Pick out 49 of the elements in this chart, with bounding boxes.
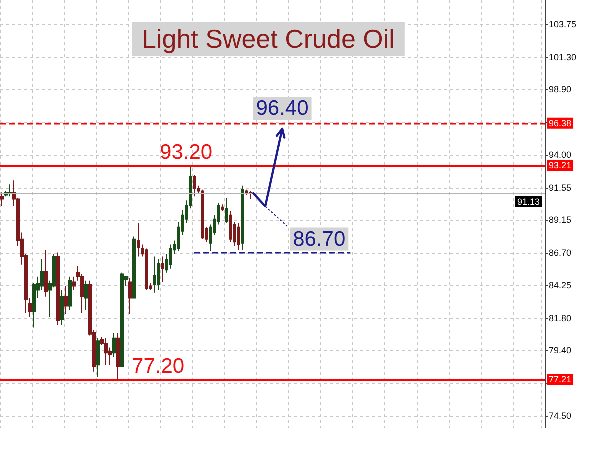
candlestick bbox=[193, 174, 196, 198]
annotation: 96.40 bbox=[256, 97, 309, 120]
candlestick bbox=[96, 338, 100, 378]
candlestick bbox=[128, 278, 132, 315]
candlestick bbox=[60, 290, 64, 326]
y-tick-label: 91.55 bbox=[549, 182, 572, 193]
text: Light Sweet Crude Oil bbox=[142, 24, 395, 54]
y-tick-label: 74.50 bbox=[549, 410, 572, 421]
ref-line-label: 86.70 bbox=[293, 228, 346, 251]
y-tick-label: 86.70 bbox=[549, 248, 572, 258]
candlestick bbox=[145, 248, 148, 291]
candlestick bbox=[137, 222, 140, 258]
candlestick bbox=[153, 256, 156, 294]
candlestick bbox=[221, 204, 224, 212]
candlestick bbox=[201, 189, 204, 240]
ref-line-label: 91.13 bbox=[517, 197, 540, 208]
y-tick-label: 101.30 bbox=[549, 52, 577, 63]
candlestick bbox=[237, 222, 240, 251]
candlestick bbox=[56, 252, 60, 326]
ref-line-label: 93.21 bbox=[549, 160, 572, 171]
y-tick-label: 89.15 bbox=[549, 215, 572, 226]
candlestick bbox=[64, 286, 68, 315]
candlestick bbox=[116, 332, 120, 380]
y-tick-label: 103.75 bbox=[549, 20, 577, 30]
y-tick-label: 79.40 bbox=[549, 345, 572, 356]
candlestick bbox=[68, 276, 72, 311]
candlestick bbox=[0, 192, 4, 206]
candlestick bbox=[72, 276, 76, 291]
y-tick-label: 81.80 bbox=[549, 313, 572, 324]
candlestick bbox=[245, 189, 248, 196]
candlestick bbox=[104, 338, 108, 366]
y-tick-label: 84.25 bbox=[549, 280, 572, 291]
candlestick bbox=[161, 256, 164, 283]
candlestick bbox=[132, 236, 136, 299]
candlestick bbox=[225, 197, 228, 224]
candlestick bbox=[241, 185, 244, 251]
candlestick bbox=[120, 272, 124, 367]
candlestick bbox=[157, 258, 160, 291]
y-tick-label: 94.00 bbox=[549, 150, 572, 160]
annotation: 93.20 bbox=[160, 140, 213, 164]
annotation: 77.20 bbox=[132, 354, 185, 378]
candlestick bbox=[84, 280, 88, 311]
ref-line-label: 96.38 bbox=[549, 118, 572, 128]
candlestick bbox=[44, 250, 48, 298]
y-tick-label: 98.90 bbox=[549, 84, 572, 95]
candlestick bbox=[229, 210, 232, 243]
candlestick bbox=[112, 332, 116, 358]
candlestick bbox=[169, 244, 172, 270]
ref-line-label: 77.21 bbox=[549, 374, 572, 385]
